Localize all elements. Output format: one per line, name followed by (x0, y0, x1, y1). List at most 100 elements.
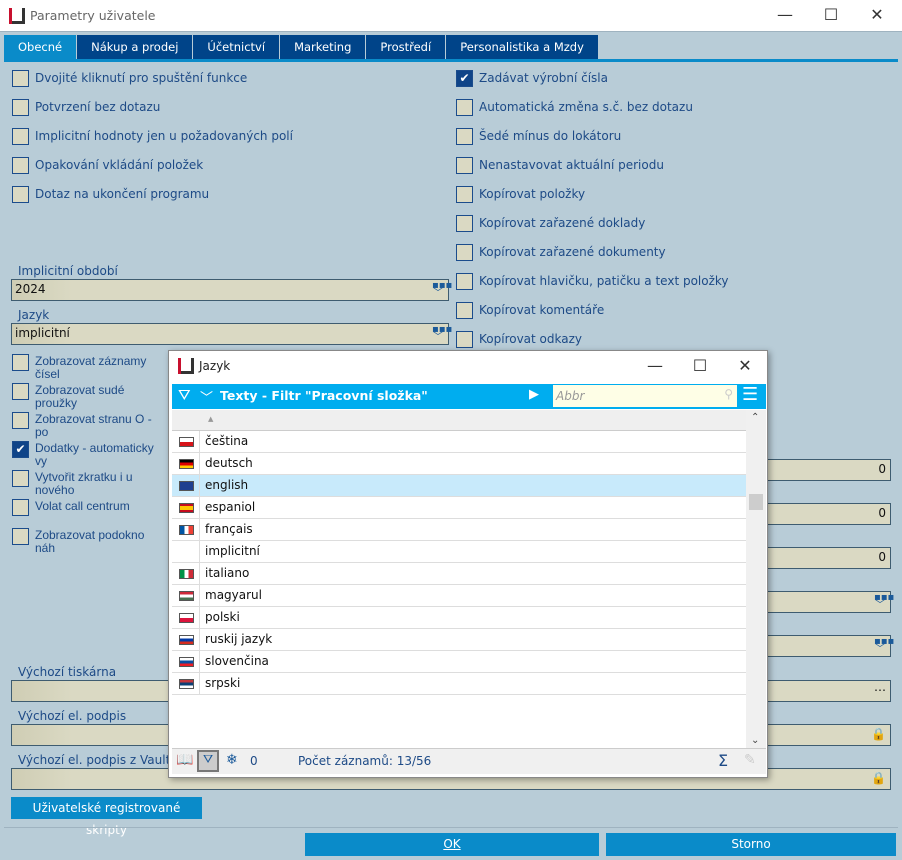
checkbox[interactable] (12, 412, 29, 429)
flag-it-icon (179, 569, 194, 579)
checkbox[interactable] (12, 499, 29, 516)
search-input[interactable]: Abbr ⚲ (553, 385, 737, 407)
list-item[interactable]: čeština (172, 431, 746, 453)
close-button[interactable]: ✕ (738, 356, 752, 375)
sort-icon: ▲ (208, 415, 214, 423)
period-select[interactable]: 2024 ▪▪▪ ﹀ (11, 279, 452, 301)
filter-icon[interactable]: ⛛ (178, 386, 191, 404)
tab-1[interactable]: Nákup a prodej (77, 35, 194, 59)
dropdown-icon: ▪▪▪ ﹀ (874, 592, 895, 611)
tab-4[interactable]: Prostředí (366, 35, 447, 59)
language-name: polski (205, 610, 240, 624)
column-divider (199, 651, 200, 673)
tab-5[interactable]: Personalistika a Mzdy (446, 35, 599, 59)
language-value: implicitní (15, 326, 70, 340)
checkbox-label: Dotaz na ukončení programu (35, 187, 210, 201)
tab-underline (4, 59, 898, 62)
checkbox[interactable] (12, 128, 29, 145)
list-item[interactable]: implicitní (172, 541, 746, 563)
chevron-down-icon[interactable]: ﹀ (200, 391, 214, 406)
list-item[interactable]: srpski (172, 673, 746, 695)
checkbox-label: Kopírovat odkazy (479, 332, 583, 346)
browse-button[interactable]: ⋯ (874, 683, 886, 697)
cancel-button[interactable]: Storno (606, 833, 896, 856)
snowflake-icon[interactable]: ❄ (226, 752, 238, 768)
checkbox[interactable] (456, 157, 473, 174)
list-item[interactable]: français (172, 519, 746, 541)
filter-toggle-icon[interactable]: ⛛ (197, 750, 219, 772)
language-dialog: Jazyk — ☐ ✕ ⛛ ﹀ Texty - Filtr "Pracovní … (168, 350, 768, 778)
language-name: srpski (205, 676, 241, 690)
checkbox[interactable]: ✔ (456, 70, 473, 87)
checkbox[interactable] (12, 528, 29, 545)
scroll-thumb[interactable] (749, 494, 763, 510)
field-value: 0 (878, 462, 886, 476)
minimize-button[interactable]: — (647, 356, 663, 375)
checkbox[interactable] (456, 244, 473, 261)
edit-pencil-icon[interactable]: ✎ (744, 752, 756, 768)
flag-ru-icon (179, 635, 194, 645)
checkbox[interactable] (12, 383, 29, 400)
checkbox[interactable] (12, 70, 29, 87)
sum-icon[interactable]: Σ (718, 751, 729, 770)
checkbox[interactable] (12, 157, 29, 174)
list-item[interactable]: polski (172, 607, 746, 629)
checkbox-label: Kopírovat hlavičku, patičku a text polož… (479, 274, 729, 288)
tab-0[interactable]: Obecné (4, 35, 78, 59)
list-item[interactable]: slovenčina (172, 651, 746, 673)
checkbox[interactable] (456, 128, 473, 145)
list-item[interactable]: italiano (172, 563, 746, 585)
printer-label: Výchozí tiskárna (18, 665, 117, 679)
tab-3[interactable]: Marketing (280, 35, 367, 59)
checkbox[interactable] (456, 331, 473, 348)
window-title: Parametry uživatele (30, 8, 156, 23)
language-select[interactable]: implicitní ▪▪▪ ﹀ (11, 323, 452, 345)
field-value: 0 (878, 550, 886, 564)
checkbox-label: Automatická změna s.č. bez dotazu (479, 100, 693, 114)
scrollbar[interactable]: ⌃ ⌄ (746, 410, 766, 748)
list-item[interactable]: english (172, 475, 746, 497)
book-icon[interactable]: 📖 (176, 752, 194, 768)
list-item[interactable]: ruskij jazyk (172, 629, 746, 651)
checkbox-label: Dodatky - automaticky vy (35, 441, 154, 468)
maximize-button[interactable]: ☐ (823, 5, 839, 24)
list-item[interactable]: espaniol (172, 497, 746, 519)
language-name: magyarul (205, 588, 262, 602)
scroll-down-icon[interactable]: ⌄ (751, 735, 760, 746)
list-item[interactable]: deutsch (172, 453, 746, 475)
menu-icon[interactable]: ☰ (742, 384, 759, 405)
checkbox[interactable]: ✔ (12, 441, 29, 458)
search-icon[interactable]: ⚲ (724, 387, 733, 401)
user-scripts-button[interactable]: Uživatelské registrované skripty (11, 797, 202, 837)
esign-label: Výchozí el. podpis (18, 709, 127, 723)
checkbox[interactable] (12, 186, 29, 203)
flag-pl-icon (179, 613, 194, 623)
checkbox[interactable] (12, 99, 29, 116)
lock-file-icon[interactable]: 🔒 (871, 727, 886, 741)
checkbox[interactable] (456, 99, 473, 116)
maximize-button[interactable]: ☐ (692, 356, 708, 375)
lock-file-icon[interactable]: 🔒 (871, 771, 886, 785)
language-name: ruskij jazyk (205, 632, 273, 646)
checkbox[interactable] (12, 354, 29, 371)
flag-hu-icon (179, 591, 194, 601)
list-item[interactable]: magyarul (172, 585, 746, 607)
language-name: english (205, 478, 249, 492)
minimize-button[interactable]: — (777, 5, 793, 24)
checkbox[interactable] (456, 215, 473, 232)
checkbox[interactable] (12, 470, 29, 487)
close-button[interactable]: ✕ (870, 5, 884, 24)
language-name: français (205, 522, 253, 536)
scroll-up-icon[interactable]: ⌃ (751, 412, 760, 423)
checkbox[interactable] (456, 186, 473, 203)
checkbox[interactable] (456, 273, 473, 290)
language-name: deutsch (205, 456, 253, 470)
checkbox-label: Kopírovat komentáře (479, 303, 605, 317)
tab-2[interactable]: Účetnictví (193, 35, 281, 59)
ok-button[interactable]: OK (305, 833, 599, 856)
play-icon[interactable]: ▶ (529, 387, 539, 402)
app-logo-icon (9, 8, 25, 24)
checkbox[interactable] (456, 302, 473, 319)
checkbox-label: Nenastavovat aktuální periodu (479, 158, 664, 172)
column-header[interactable]: ▲ (172, 410, 746, 431)
